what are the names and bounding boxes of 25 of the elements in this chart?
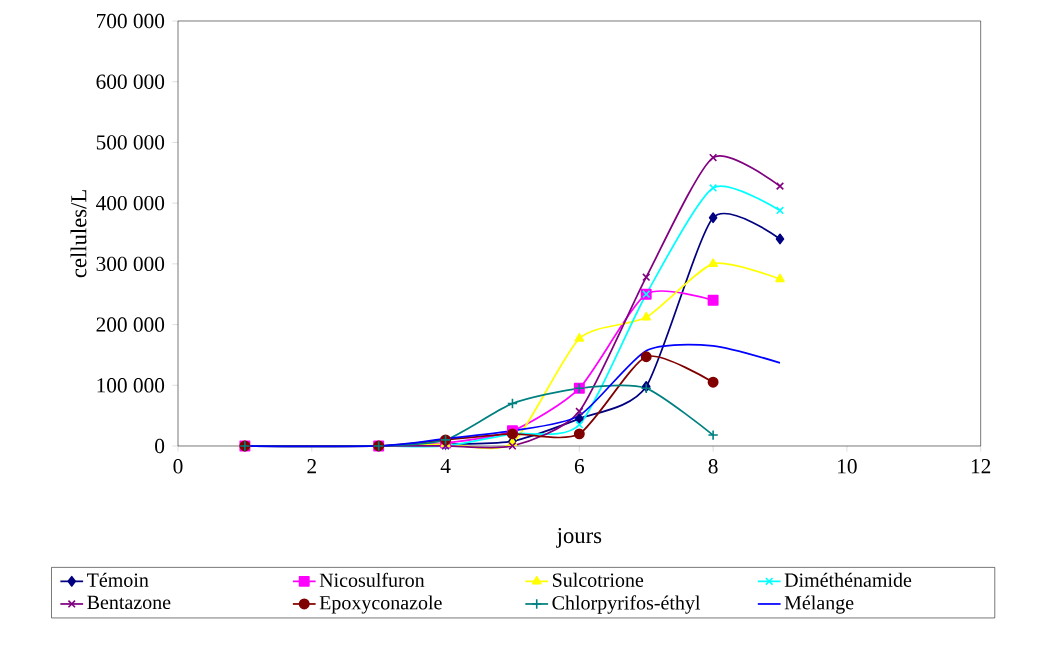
y-tick-label: 600 000 [96,74,165,89]
legend-label: Témoin [87,572,149,587]
x-tick-label: 10 [838,459,857,474]
legend-label: Diméthénamide [784,572,912,587]
legend-label: Nicosulfuron [319,572,425,587]
x-tick-label: 0 [173,459,183,474]
x-tick-label: 2 [307,459,316,474]
x-tick-label: 12 [971,459,991,474]
legend-label: Sulcotrione [552,572,644,587]
y-tick-label: 400 000 [96,195,165,211]
y-axis-title: cellules/L [70,190,87,278]
y-tick-label: 0 [155,438,165,454]
x-axis-title: jours [556,527,602,548]
y-tick-label: 700 000 [97,13,165,29]
legend-label: Chlorpyrifos-éthyl [552,595,701,614]
y-tick-label: 100 000 [97,378,165,393]
y-tick-label: 200 000 [96,317,165,332]
x-tick-label: 6 [574,459,585,474]
y-tick-label: 300 000 [96,256,165,272]
legend-label: Bentazone [87,595,171,610]
y-tick-label: 500 000 [96,135,165,150]
legend-label: Epoxyconazole [319,595,442,614]
x-tick-label: 4 [440,459,451,474]
x-tick-label: 8 [708,459,718,474]
legend-label: Mélange [784,595,854,614]
